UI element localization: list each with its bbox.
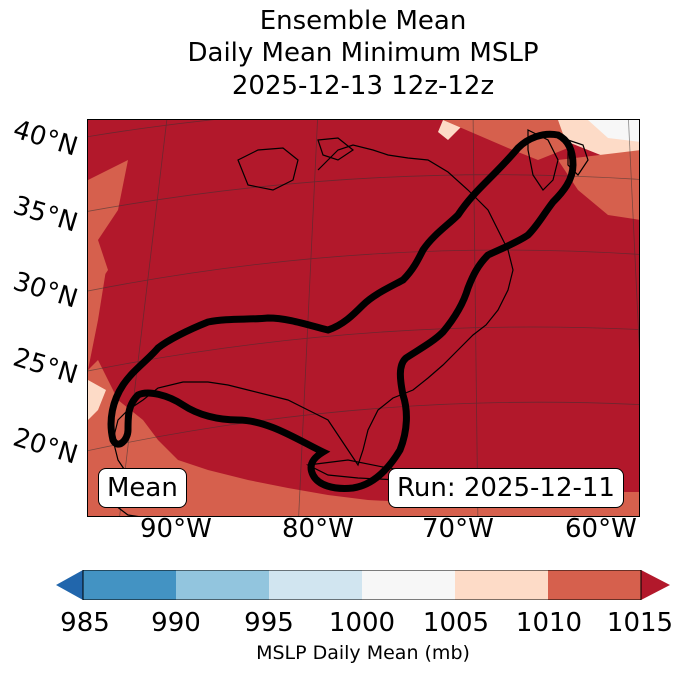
colorbar-segment-985	[83, 570, 176, 600]
colorbar-tick-1015: 1015	[606, 608, 674, 638]
colorbar-segment-1010	[548, 570, 641, 600]
contour-1010	[107, 130, 577, 492]
map-svg	[88, 120, 639, 516]
lon-label-70w: 70°W	[422, 514, 494, 544]
colorbar-tick-995: 995	[244, 608, 294, 638]
colorbar-tick-1000: 1000	[328, 608, 396, 638]
title-line-1: Ensemble Mean	[259, 6, 467, 36]
title-line-3: 2025-12-13 12z-12z	[231, 71, 495, 101]
colorbar-arrow-high	[641, 570, 670, 600]
pressure-field-1010-west-2	[88, 270, 106, 370]
lat-label-30: 30°N	[9, 266, 82, 315]
pressure-field-1000-north	[588, 120, 639, 142]
lat-label-25: 25°N	[9, 342, 82, 391]
colorbar-tick-1010: 1010	[515, 608, 583, 638]
pressure-field-1010-east	[558, 150, 639, 220]
map-panel: Mean Run: 2025-12-11	[87, 119, 640, 517]
lon-label-90w: 90°W	[140, 514, 212, 544]
pressure-field-1005-north	[338, 120, 639, 160]
colorbar-tick-1005: 1005	[422, 608, 490, 638]
lat-label-20: 20°N	[9, 422, 82, 471]
mean-badge: Mean	[98, 468, 187, 508]
pressure-field-1010-west	[88, 160, 128, 300]
colorbar-outline	[82, 570, 642, 600]
colorbar-segment-995	[269, 570, 362, 600]
lon-label-60w: 60°W	[565, 514, 637, 544]
colorbar-arrow-low	[56, 570, 83, 600]
pressure-field-1010-northeast	[443, 120, 568, 160]
run-badge: Run: 2025-12-11	[388, 468, 624, 508]
pressure-field-1010-south	[88, 360, 639, 516]
lon-label-80w: 80°W	[282, 514, 354, 544]
pressure-field-1005-southwest	[88, 380, 106, 420]
colorbar-segment-990	[176, 570, 269, 600]
colorbar-label: MSLP Daily Mean (mb)	[256, 642, 470, 664]
lat-label-35: 35°N	[9, 190, 82, 239]
title-line-2: Daily Mean Minimum MSLP	[187, 38, 539, 68]
colorbar	[56, 570, 670, 600]
lat-label-40: 40°N	[9, 114, 82, 163]
colorbar-tick-990: 990	[151, 608, 201, 638]
colorbar-segment-1000	[362, 570, 455, 600]
colorbar-tick-985: 985	[60, 608, 110, 638]
colorbar-segment-1005	[455, 570, 548, 600]
